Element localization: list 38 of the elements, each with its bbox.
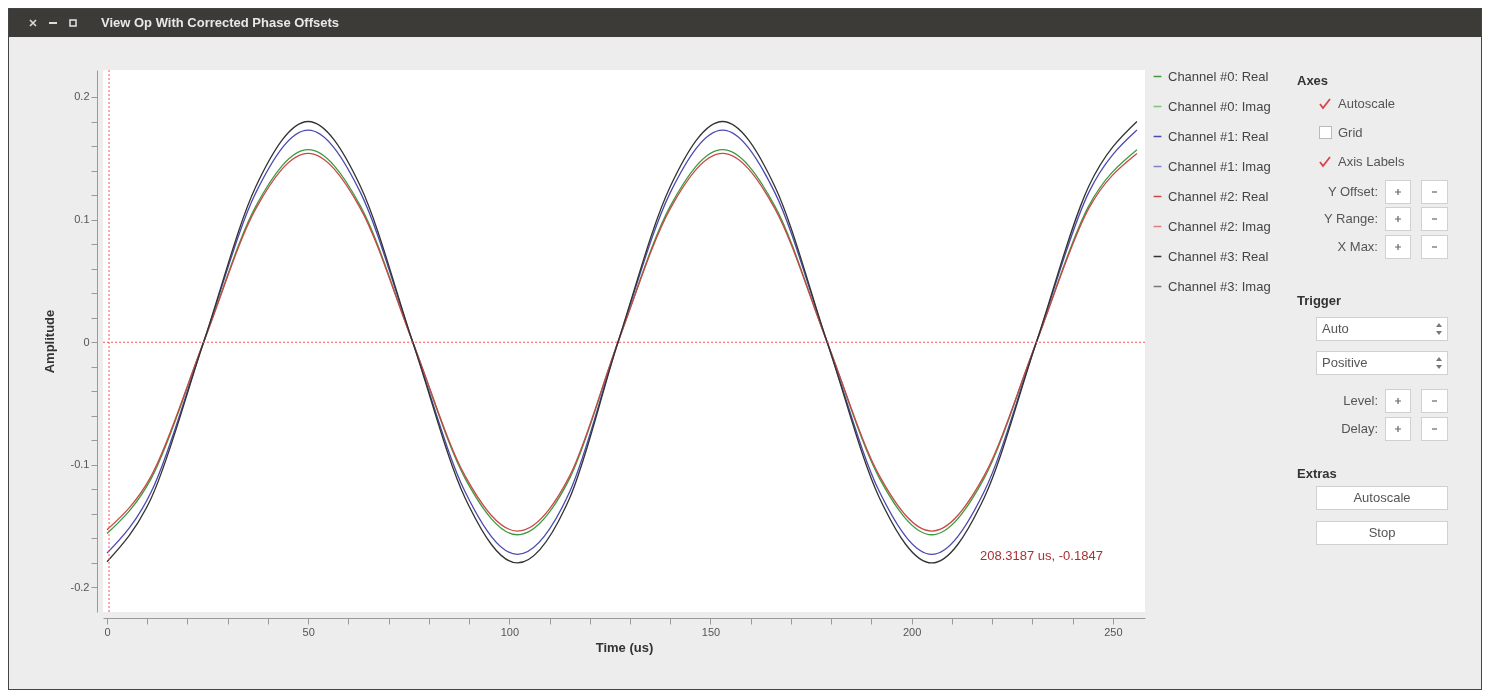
x-tick-label: 150 bbox=[701, 625, 721, 638]
annotation: 208.3187 us, -0.1847 bbox=[980, 548, 1103, 563]
legend-label: Channel #2: Real bbox=[1168, 188, 1269, 204]
legend-label: Channel #0: Real bbox=[1168, 68, 1269, 84]
text: Axes bbox=[1297, 73, 1329, 88]
text: X Max: bbox=[1337, 239, 1378, 254]
x-tick-label: 0 bbox=[104, 625, 111, 638]
legend-label: Channel #0: Imag bbox=[1168, 98, 1271, 114]
y-tick-label: 0.1 bbox=[74, 213, 90, 226]
text: Autoscale bbox=[1338, 96, 1396, 111]
text: Axis Labels bbox=[1338, 154, 1405, 169]
y-tick-label: 0 bbox=[83, 335, 90, 348]
text: Trigger bbox=[1297, 293, 1342, 308]
text: Delay: bbox=[1341, 421, 1378, 436]
text: Extras bbox=[1297, 466, 1337, 481]
legend-label: Channel #1: Imag bbox=[1168, 158, 1271, 174]
x-tick-label: 200 bbox=[902, 625, 922, 638]
x-tick-label: 250 bbox=[1104, 625, 1123, 638]
text: Level: bbox=[1343, 393, 1378, 408]
y-axis-title: Amplitude bbox=[41, 309, 57, 374]
legend-label: Channel #3: Real bbox=[1168, 248, 1269, 264]
chart-title: View Op With Corrected Phase Offsets bbox=[101, 15, 340, 30]
text: Stop bbox=[1367, 525, 1397, 540]
text: Autoscale bbox=[1352, 490, 1412, 505]
legend-label: Channel #1: Real bbox=[1168, 128, 1269, 144]
legend-label: Channel #3: Imag bbox=[1168, 278, 1271, 294]
y-tick-label: -0.1 bbox=[70, 458, 90, 471]
text: Y Offset: bbox=[1327, 184, 1378, 199]
x-tick-label: 50 bbox=[302, 625, 315, 638]
y-tick-label: -0.2 bbox=[70, 580, 90, 593]
x-axis-title: Time (us) bbox=[595, 639, 654, 655]
text: Auto bbox=[1322, 321, 1349, 336]
y-tick-label: 0.2 bbox=[74, 90, 90, 103]
x-tick-label: 100 bbox=[500, 625, 520, 638]
text: Grid bbox=[1338, 125, 1363, 140]
text: Y Range: bbox=[1324, 211, 1378, 226]
text: Positive bbox=[1322, 355, 1368, 370]
legend-label: Channel #2: Imag bbox=[1168, 218, 1271, 234]
